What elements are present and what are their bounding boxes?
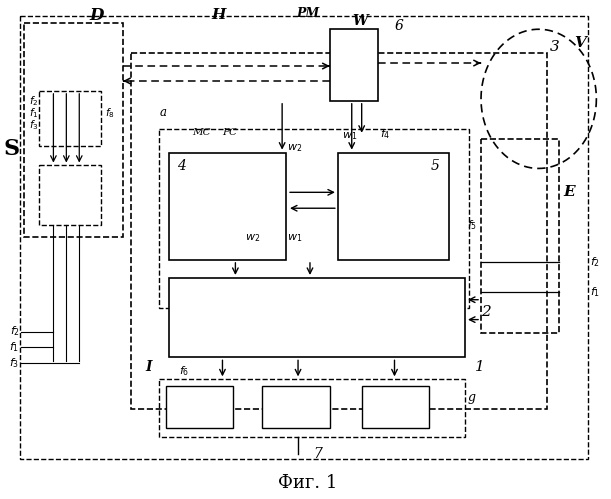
Text: $f_1$: $f_1$ <box>590 285 601 299</box>
Text: 1: 1 <box>475 360 485 374</box>
Polygon shape <box>362 386 430 428</box>
Polygon shape <box>166 386 233 428</box>
Text: $w_1$: $w_1$ <box>342 130 357 142</box>
Text: $f_8$: $f_8$ <box>105 106 115 120</box>
Text: 5: 5 <box>430 159 439 173</box>
Text: $f_1$: $f_1$ <box>29 106 38 120</box>
Text: $w_2$: $w_2$ <box>287 143 302 155</box>
Polygon shape <box>262 386 330 428</box>
Text: $f_1$: $f_1$ <box>9 340 20 354</box>
Text: $f_3$: $f_3$ <box>29 118 38 132</box>
Text: V: V <box>574 36 587 50</box>
Polygon shape <box>330 29 378 101</box>
Text: H: H <box>211 8 225 22</box>
Text: 2: 2 <box>481 305 491 319</box>
Polygon shape <box>169 153 286 260</box>
Polygon shape <box>338 153 449 260</box>
Text: 6: 6 <box>395 19 404 33</box>
Text: E: E <box>563 185 575 199</box>
Text: $w_2$: $w_2$ <box>244 232 260 244</box>
Text: MC: MC <box>192 128 211 137</box>
Text: 7: 7 <box>313 447 323 461</box>
Text: $f_4$: $f_4$ <box>379 127 390 141</box>
Text: $f_3$: $f_3$ <box>9 356 20 370</box>
Text: a: a <box>159 106 166 119</box>
Text: W: W <box>352 14 367 28</box>
Text: D: D <box>89 7 103 24</box>
Text: $f_6$: $f_6$ <box>178 364 189 378</box>
Text: S: S <box>4 138 20 160</box>
Polygon shape <box>169 278 465 357</box>
Text: I: I <box>145 360 152 374</box>
Text: $f_2$: $f_2$ <box>29 94 38 108</box>
Text: $f_2$: $f_2$ <box>590 255 601 269</box>
Text: Фиг. 1: Фиг. 1 <box>278 474 338 492</box>
Text: PM: PM <box>296 7 320 20</box>
Text: $f_5$: $f_5$ <box>467 218 477 232</box>
Text: PC: PC <box>222 128 238 137</box>
Text: g: g <box>467 391 475 404</box>
Text: $f_2$: $f_2$ <box>10 325 20 338</box>
Text: 3: 3 <box>550 40 560 54</box>
Text: 4: 4 <box>177 159 186 173</box>
Text: $w_1$: $w_1$ <box>287 232 302 244</box>
